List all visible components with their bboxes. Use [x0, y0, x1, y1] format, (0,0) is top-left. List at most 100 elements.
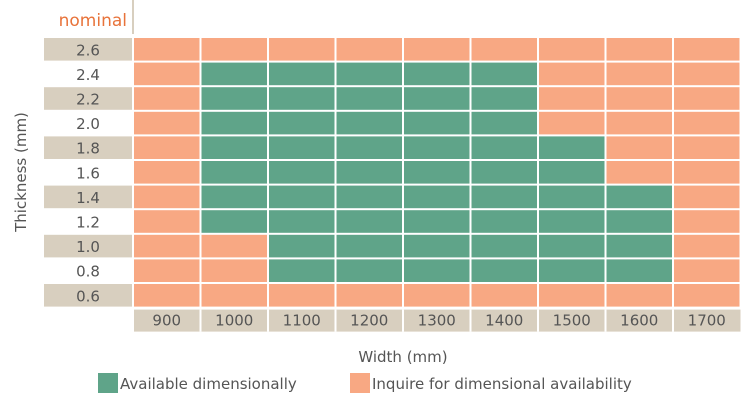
- cell-1.2-1500: [539, 210, 605, 233]
- cell-1.6-1100: [269, 161, 335, 184]
- x-tick-label: 900: [152, 312, 181, 330]
- legend: Available dimensionally Inquire for dimen…: [98, 373, 632, 393]
- cell-2.6-1600: [606, 38, 672, 61]
- y-band-2.6: [44, 38, 132, 61]
- cell-1.4-900: [134, 185, 200, 209]
- cell-1.6-900: [134, 161, 200, 184]
- y-tick-label: 2.6: [76, 41, 100, 59]
- legend-label: Inquire for dimensional availability: [372, 375, 632, 393]
- cell-2.6-1000: [201, 38, 267, 61]
- heatmap-cells: [134, 38, 740, 307]
- cell-2.2-900: [134, 87, 200, 110]
- cell-1.4-1400: [471, 185, 537, 209]
- y-axis-title: Thickness (mm): [12, 112, 30, 233]
- cell-0.6-1300: [404, 284, 470, 307]
- cell-1.2-1700: [674, 210, 740, 233]
- cell-2.0-1400: [471, 111, 537, 135]
- cell-2.4-1200: [336, 62, 402, 86]
- cell-1.6-1500: [539, 161, 605, 184]
- cell-1.0-1600: [606, 234, 672, 258]
- cell-2.6-1500: [539, 38, 605, 61]
- x-tick-label: 1400: [485, 312, 523, 330]
- cell-1.8-1400: [471, 136, 537, 159]
- cell-1.4-1700: [674, 185, 740, 209]
- cell-1.0-1500: [539, 234, 605, 258]
- cell-1.0-1200: [336, 234, 402, 258]
- cell-0.8-1700: [674, 259, 740, 282]
- cell-1.0-1400: [471, 234, 537, 258]
- y-band-2.2: [44, 87, 132, 110]
- cell-2.2-1700: [674, 87, 740, 110]
- cell-2.0-1700: [674, 111, 740, 135]
- cell-2.0-1600: [606, 111, 672, 135]
- y-tick-label: 2.4: [76, 66, 100, 84]
- cell-2.6-1200: [336, 38, 402, 61]
- cell-2.4-1500: [539, 62, 605, 86]
- y-tick-label: 2.0: [76, 115, 100, 133]
- cell-1.6-1300: [404, 161, 470, 184]
- x-tick-label: 1500: [553, 312, 591, 330]
- cell-1.0-1000: [201, 234, 267, 258]
- cell-2.6-1700: [674, 38, 740, 61]
- cell-0.8-1500: [539, 259, 605, 282]
- cell-0.8-1200: [336, 259, 402, 282]
- cell-2.6-1300: [404, 38, 470, 61]
- y-tick-label: 1.8: [76, 140, 100, 158]
- y-tick-label: 1.6: [76, 164, 100, 182]
- cell-1.2-900: [134, 210, 200, 233]
- y-tick-label: 1.0: [76, 238, 100, 256]
- cell-1.2-1100: [269, 210, 335, 233]
- cell-2.2-1500: [539, 87, 605, 110]
- cell-1.8-900: [134, 136, 200, 159]
- y-band-0.6: [44, 284, 132, 307]
- x-tick-label: 1100: [283, 312, 321, 330]
- label-bands: 2.6 2.4 2.2 2.0 1.8 1.6 1.4 1.2 1.0 0.8 0.6 900 1000…: [44, 38, 741, 332]
- cell-0.8-1300: [404, 259, 470, 282]
- cell-2.2-1300: [404, 87, 470, 110]
- cell-2.2-1000: [201, 87, 267, 110]
- cell-0.8-1000: [201, 259, 267, 282]
- cell-1.8-1500: [539, 136, 605, 159]
- legend-label: Available dimensionally: [120, 375, 297, 393]
- x-tick-label: 1700: [688, 312, 726, 330]
- cell-1.2-1200: [336, 210, 402, 233]
- y-band-1.0: [44, 234, 132, 258]
- cell-1.6-1700: [674, 161, 740, 184]
- cell-2.0-1200: [336, 111, 402, 135]
- cell-2.2-1200: [336, 87, 402, 110]
- y-tick-label: 0.6: [76, 287, 100, 305]
- cell-2.4-1400: [471, 62, 537, 86]
- cell-1.4-1200: [336, 185, 402, 209]
- legend-swatch-I: [350, 373, 370, 393]
- cell-2.4-1100: [269, 62, 335, 86]
- cell-1.6-1600: [606, 161, 672, 184]
- cell-0.6-1000: [201, 284, 267, 307]
- cell-0.6-1700: [674, 284, 740, 307]
- x-tick-label: 1200: [350, 312, 388, 330]
- legend-swatch-A: [98, 373, 118, 393]
- cell-1.2-1000: [201, 210, 267, 233]
- cell-2.0-1100: [269, 111, 335, 135]
- cell-1.2-1300: [404, 210, 470, 233]
- cell-1.4-1300: [404, 185, 470, 209]
- cell-1.4-1500: [539, 185, 605, 209]
- x-axis-title: Width (mm): [358, 348, 447, 366]
- cell-2.4-900: [134, 62, 200, 86]
- cell-0.8-900: [134, 259, 200, 282]
- cell-2.6-1100: [269, 38, 335, 61]
- x-band: [134, 309, 741, 332]
- y-tick-label: 2.2: [76, 91, 100, 109]
- corner-label-nominal: nominal: [59, 11, 127, 31]
- cell-1.6-1000: [201, 161, 267, 184]
- cell-0.6-1600: [606, 284, 672, 307]
- cell-0.6-900: [134, 284, 200, 307]
- y-band-1.8: [44, 136, 132, 159]
- cell-2.0-1300: [404, 111, 470, 135]
- cell-0.8-1100: [269, 259, 335, 282]
- y-band-1.4: [44, 185, 132, 209]
- cell-0.6-1100: [269, 284, 335, 307]
- cell-1.0-900: [134, 234, 200, 258]
- cell-1.6-1200: [336, 161, 402, 184]
- cell-1.0-1100: [269, 234, 335, 258]
